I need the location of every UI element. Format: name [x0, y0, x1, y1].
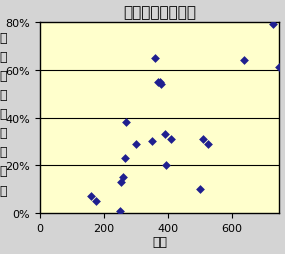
Point — [122, 156, 127, 161]
Point — [156, 80, 160, 84]
Point — [205, 142, 210, 146]
Text: 知: 知 — [0, 32, 7, 45]
Point — [271, 23, 275, 27]
Point — [157, 80, 162, 84]
Point — [117, 209, 122, 213]
Point — [93, 199, 98, 203]
Text: 幅: 幅 — [0, 184, 7, 197]
X-axis label: 色差: 色差 — [152, 235, 167, 248]
Text: さ: さ — [0, 146, 7, 159]
Point — [133, 142, 138, 146]
Point — [277, 66, 282, 70]
Text: の: の — [0, 70, 7, 83]
Point — [242, 59, 247, 63]
Point — [153, 57, 157, 61]
Point — [162, 133, 167, 137]
Point — [119, 180, 124, 184]
Point — [121, 176, 125, 180]
Text: す: す — [0, 127, 7, 140]
Text: し: し — [0, 89, 7, 102]
Point — [159, 83, 164, 87]
Point — [201, 137, 205, 141]
Text: 覚: 覚 — [0, 51, 7, 64]
Point — [124, 121, 129, 125]
Point — [197, 187, 202, 191]
Point — [89, 195, 93, 199]
Text: や: や — [0, 108, 7, 121]
Point — [149, 140, 154, 144]
Point — [164, 164, 168, 168]
Text: の: の — [0, 165, 7, 178]
Title: 色差と読みやすさ: 色差と読みやすさ — [123, 6, 196, 21]
Point — [169, 137, 173, 141]
